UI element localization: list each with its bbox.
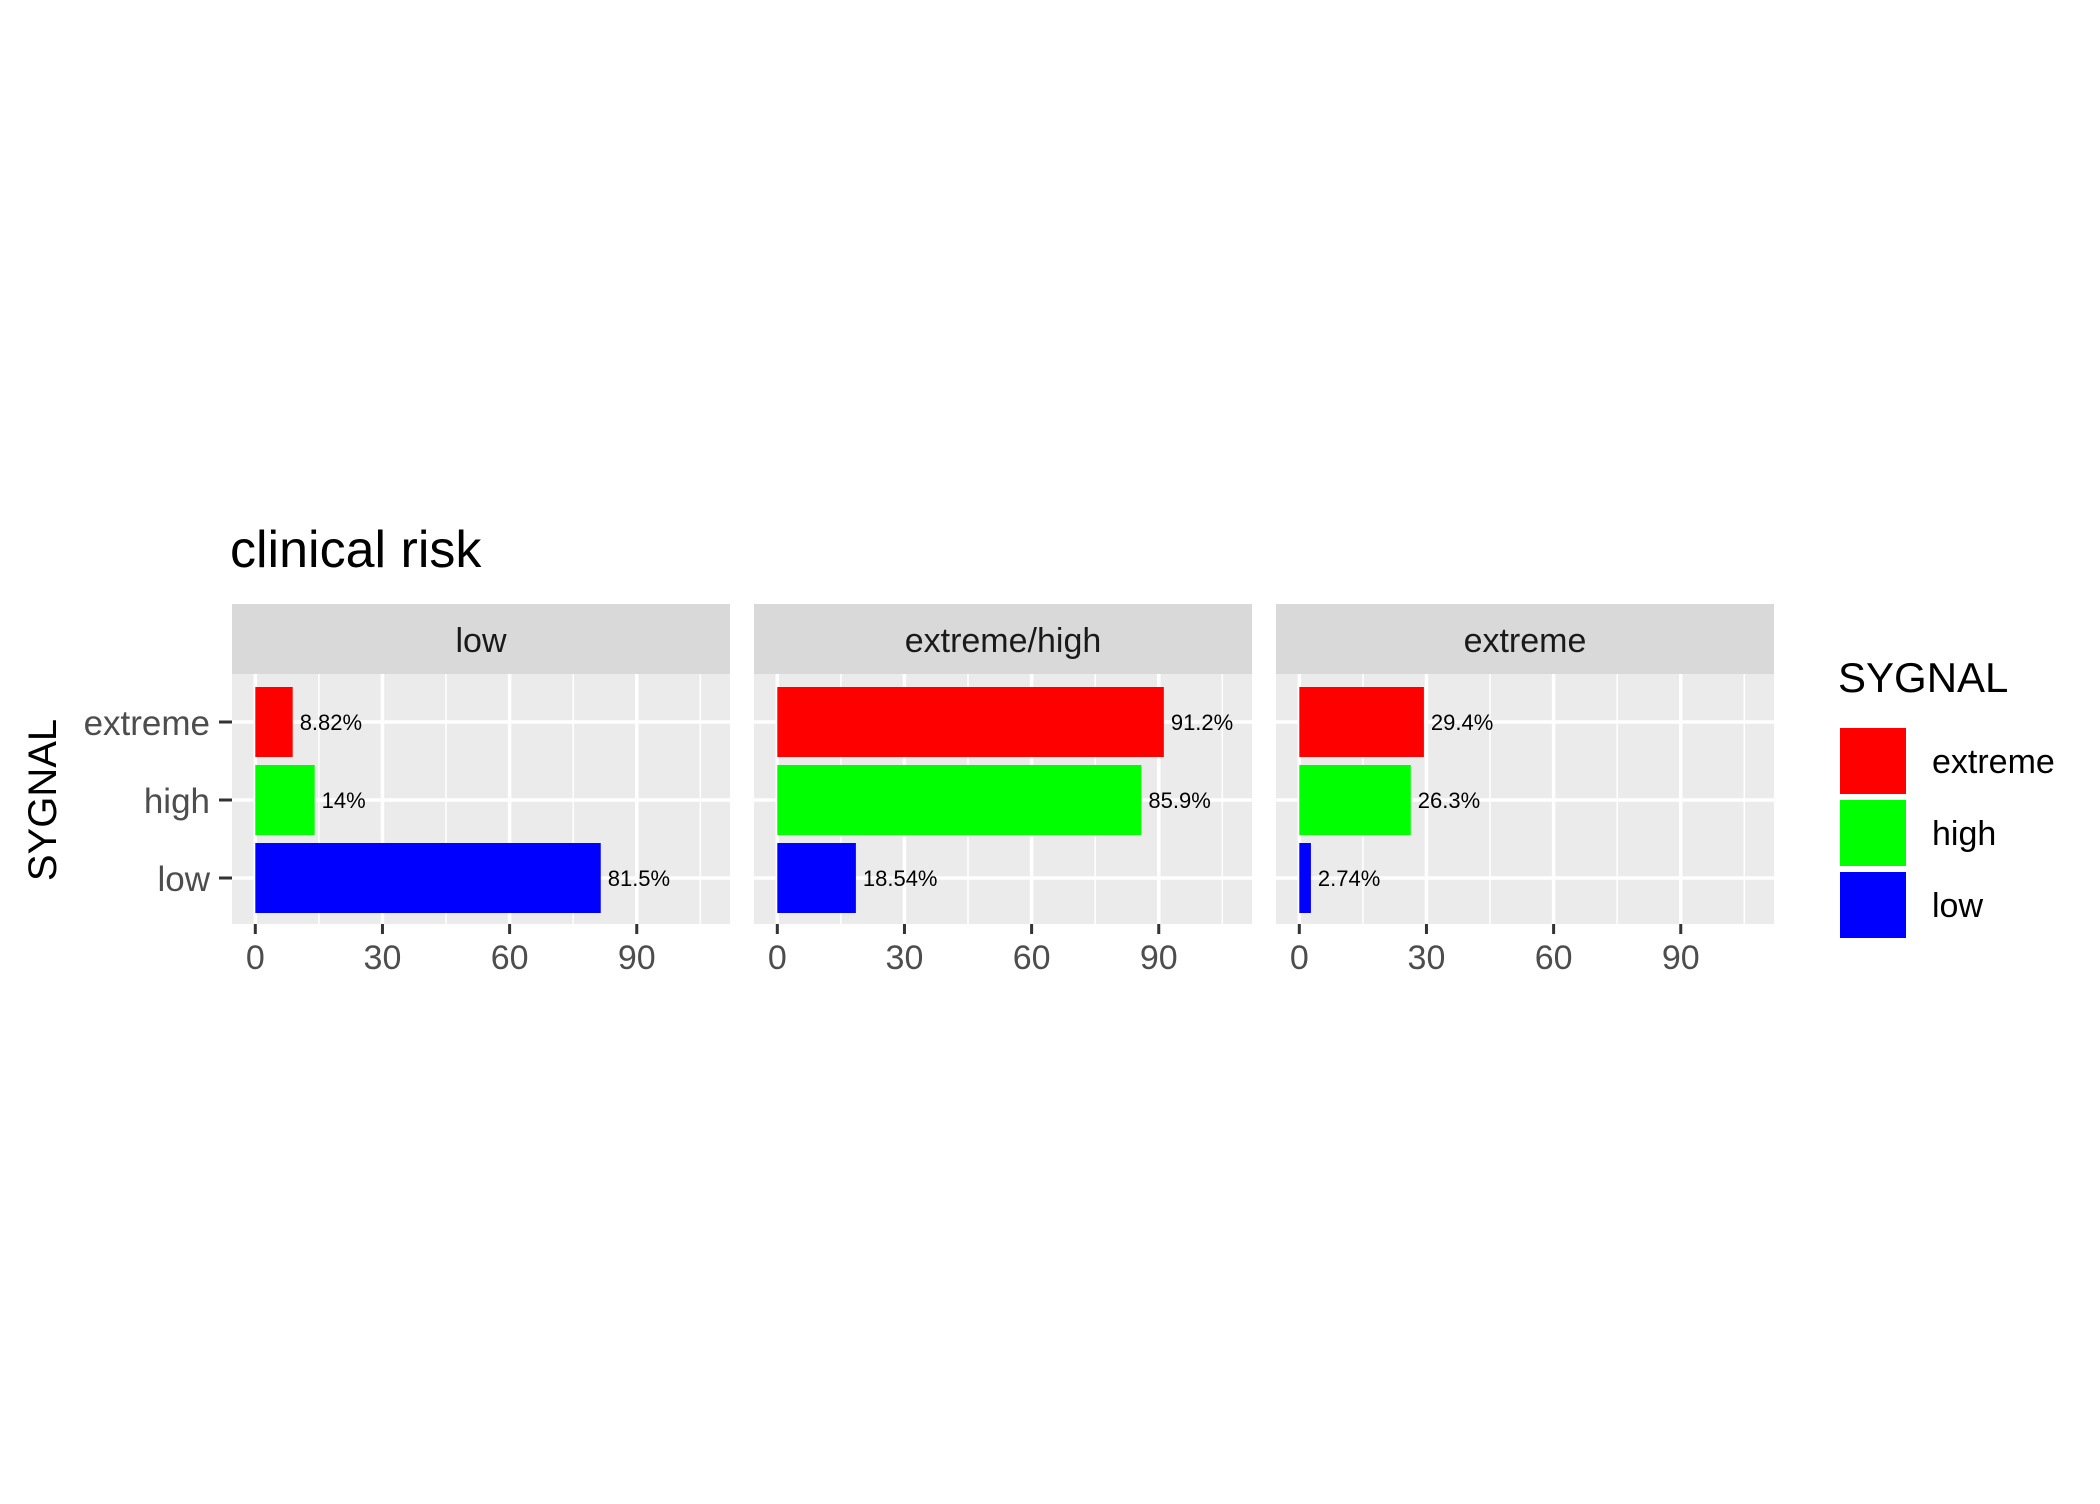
- bar-value-label: 81.5%: [608, 866, 670, 891]
- bar-extreme[interactable]: [255, 687, 293, 757]
- bar-value-label: 29.4%: [1431, 710, 1493, 735]
- bar-value-label: 26.3%: [1418, 788, 1480, 813]
- x-tick-label: 90: [618, 939, 656, 977]
- bar-value-label: 85.9%: [1148, 788, 1210, 813]
- y-tick-label: high: [144, 782, 210, 821]
- facet-strip-label: low: [455, 622, 506, 660]
- chart-title: clinical risk: [230, 521, 482, 579]
- y-tick-label: extreme: [84, 704, 210, 743]
- bar-low[interactable]: [777, 843, 856, 913]
- x-tick-label: 60: [1013, 939, 1051, 977]
- bar-low[interactable]: [1299, 843, 1311, 913]
- bar-extreme[interactable]: [1299, 687, 1424, 757]
- legend-key-extreme: [1840, 728, 1906, 794]
- bar-value-label: 8.82%: [300, 710, 362, 735]
- facet-strip-label: extreme: [1464, 622, 1587, 660]
- x-tick-label: 60: [1535, 939, 1573, 977]
- facet-strip-label: extreme/high: [905, 622, 1102, 660]
- facet-strip: [754, 604, 1252, 674]
- x-tick-label: 90: [1140, 939, 1178, 977]
- legend-title: SYGNAL: [1838, 654, 2008, 701]
- x-tick-label: 90: [1662, 939, 1700, 977]
- facet-strip: [1276, 604, 1774, 674]
- bar-extreme[interactable]: [777, 687, 1164, 757]
- x-tick-label: 0: [768, 939, 787, 977]
- legend-label: low: [1932, 887, 1983, 925]
- bar-value-label: 14%: [322, 788, 366, 813]
- bar-value-label: 2.74%: [1318, 866, 1380, 891]
- bar-high[interactable]: [255, 765, 315, 835]
- x-tick-label: 30: [886, 939, 924, 977]
- legend-label: extreme: [1932, 743, 2055, 781]
- legend-label: high: [1932, 815, 1996, 853]
- x-tick-label: 0: [1290, 939, 1309, 977]
- bar-low[interactable]: [255, 843, 601, 913]
- bar-high[interactable]: [1299, 765, 1411, 835]
- x-tick-label: 60: [491, 939, 529, 977]
- facet-strip: [232, 604, 730, 674]
- legend-key-low: [1840, 872, 1906, 938]
- x-tick-label: 30: [1408, 939, 1446, 977]
- y-tick-label: low: [157, 860, 210, 899]
- x-tick-label: 30: [364, 939, 402, 977]
- legend-key-high: [1840, 800, 1906, 866]
- bar-high[interactable]: [777, 765, 1142, 835]
- y-axis-title: SYGNAL: [21, 719, 65, 881]
- bar-value-label: 91.2%: [1171, 710, 1233, 735]
- bar-value-label: 18.54%: [863, 866, 938, 891]
- x-tick-label: 0: [246, 939, 265, 977]
